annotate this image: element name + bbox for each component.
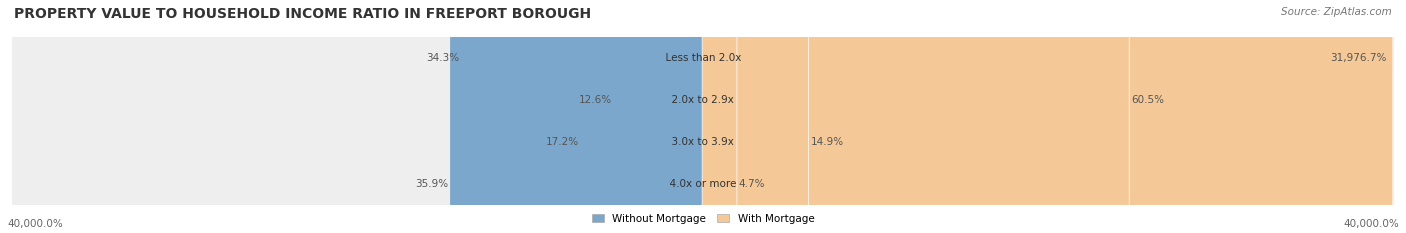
Text: 4.0x or more: 4.0x or more: [664, 179, 742, 189]
FancyBboxPatch shape: [613, 0, 704, 233]
FancyBboxPatch shape: [581, 0, 704, 233]
Text: 34.3%: 34.3%: [426, 53, 458, 63]
Text: 3.0x to 3.9x: 3.0x to 3.9x: [665, 137, 741, 147]
Text: PROPERTY VALUE TO HOUSEHOLD INCOME RATIO IN FREEPORT BOROUGH: PROPERTY VALUE TO HOUSEHOLD INCOME RATIO…: [14, 7, 591, 21]
Text: Source: ZipAtlas.com: Source: ZipAtlas.com: [1281, 7, 1392, 17]
Text: 40,000.0%: 40,000.0%: [1343, 219, 1399, 229]
Text: 31,976.7%: 31,976.7%: [1330, 53, 1386, 63]
FancyBboxPatch shape: [461, 0, 704, 233]
FancyBboxPatch shape: [10, 0, 1395, 233]
FancyBboxPatch shape: [702, 0, 808, 233]
FancyBboxPatch shape: [702, 0, 1129, 233]
Text: 35.9%: 35.9%: [415, 179, 449, 189]
Text: Less than 2.0x: Less than 2.0x: [658, 53, 748, 63]
Text: 14.9%: 14.9%: [810, 137, 844, 147]
Text: 2.0x to 2.9x: 2.0x to 2.9x: [665, 95, 741, 105]
FancyBboxPatch shape: [702, 0, 1393, 233]
FancyBboxPatch shape: [10, 0, 1395, 233]
Text: 4.7%: 4.7%: [740, 179, 765, 189]
Legend: Without Mortgage, With Mortgage: Without Mortgage, With Mortgage: [588, 209, 818, 228]
FancyBboxPatch shape: [702, 0, 737, 233]
Text: 40,000.0%: 40,000.0%: [7, 219, 63, 229]
Text: 12.6%: 12.6%: [578, 95, 612, 105]
FancyBboxPatch shape: [450, 0, 704, 233]
Text: 17.2%: 17.2%: [546, 137, 579, 147]
FancyBboxPatch shape: [10, 0, 1395, 233]
Text: 60.5%: 60.5%: [1130, 95, 1164, 105]
FancyBboxPatch shape: [10, 0, 1395, 233]
